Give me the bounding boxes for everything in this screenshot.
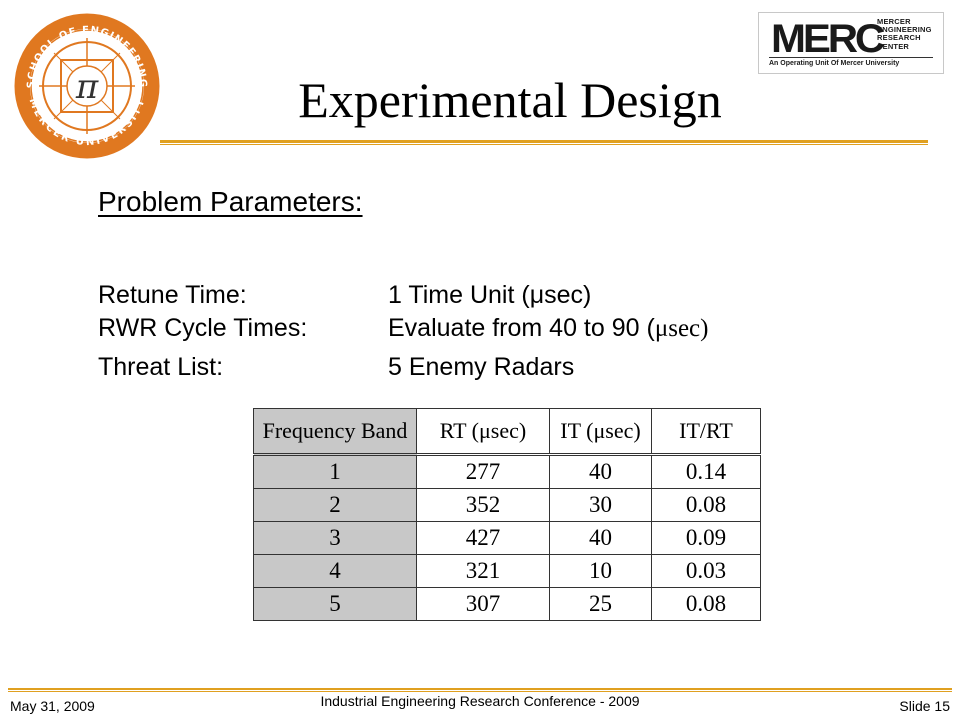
table-cell: 30: [549, 488, 652, 522]
frequency-band-table: Frequency Band RT (μsec) IT (μsec) IT/RT…: [253, 408, 761, 621]
merc-line: RESEARCH: [877, 33, 921, 43]
table-cell: 0.03: [651, 554, 761, 588]
footer-date: May 31, 2009: [10, 698, 95, 714]
table-header-cell: IT (μsec): [549, 408, 652, 456]
table-row: 3 427 40 0.09: [253, 521, 761, 555]
parameter-value: 1 Time Unit (μsec): [388, 281, 592, 309]
merc-logo-tagline: An Operating Unit Of Mercer University: [769, 60, 900, 67]
merc-logo-word: MERC: [771, 17, 885, 61]
merc-line: MERCER: [877, 17, 911, 26]
table-cell: 1: [253, 454, 417, 489]
footer-divider: [8, 688, 952, 692]
table-row: 4 321 10 0.03: [253, 554, 761, 588]
title-divider: [160, 140, 928, 145]
table-cell: 427: [416, 521, 550, 555]
merc-logo-lines: MERCER ENGINEERING RESEARCH CENTER: [877, 17, 932, 51]
table-cell: 2: [253, 488, 417, 522]
table-cell: 0.08: [651, 488, 761, 522]
unit-text: μsec: [529, 281, 584, 309]
parameter-label: RWR Cycle Times:: [98, 314, 308, 342]
merc-line: CENTER: [877, 41, 910, 51]
merc-line: ENGINEERING: [877, 25, 932, 35]
footer-slide-number: Slide 15: [899, 698, 950, 714]
merc-logo: MERC MERCER ENGINEERING RESEARCH CENTER …: [758, 12, 944, 74]
table-cell: 40: [549, 521, 652, 555]
table-cell: 25: [549, 587, 652, 621]
parameter-label: Retune Time:: [98, 281, 247, 309]
table-cell: 0.09: [651, 521, 761, 555]
table-cell: 0.08: [651, 587, 761, 621]
table-cell: 3: [253, 521, 417, 555]
table-cell: 40: [549, 454, 652, 489]
table-cell: 10: [549, 554, 652, 588]
table-cell: 352: [416, 488, 550, 522]
seal-center-symbol: π: [75, 67, 99, 107]
slide-title: Experimental Design: [298, 72, 722, 128]
table-cell: 321: [416, 554, 550, 588]
parameter-value: 5 Enemy Radars: [388, 353, 575, 381]
table-header-cell: RT (μsec): [416, 408, 550, 456]
parameter-value: Evaluate from 40 to 90 (μsec): [388, 314, 709, 342]
table-cell: 277: [416, 454, 550, 489]
table-header-cell: Frequency Band: [253, 408, 417, 456]
footer-conference: Industrial Engineering Research Conferen…: [320, 693, 640, 709]
table-cell: 4: [253, 554, 417, 588]
table-header-cell: IT/RT: [651, 408, 761, 456]
table-cell: 0.14: [651, 454, 761, 489]
school-of-engineering-seal: SCHOOL OF ENGINEERING MERCER UNIVERSITY …: [14, 13, 160, 159]
unit-text: μsec): [654, 315, 709, 342]
parameter-label: Threat List:: [98, 353, 224, 381]
table-row: 5 307 25 0.08: [253, 587, 761, 621]
table-header-row: Frequency Band RT (μsec) IT (μsec) IT/RT: [253, 408, 761, 456]
table-row: 1 277 40 0.14: [253, 454, 761, 489]
merc-logo-rule: [769, 57, 933, 58]
table-cell: 5: [253, 587, 417, 621]
table-cell: 307: [416, 587, 550, 621]
section-heading: Problem Parameters:: [98, 186, 363, 217]
table-row: 2 352 30 0.08: [253, 488, 761, 522]
